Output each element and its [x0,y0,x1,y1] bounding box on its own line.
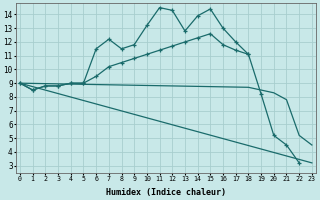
X-axis label: Humidex (Indice chaleur): Humidex (Indice chaleur) [106,188,226,197]
